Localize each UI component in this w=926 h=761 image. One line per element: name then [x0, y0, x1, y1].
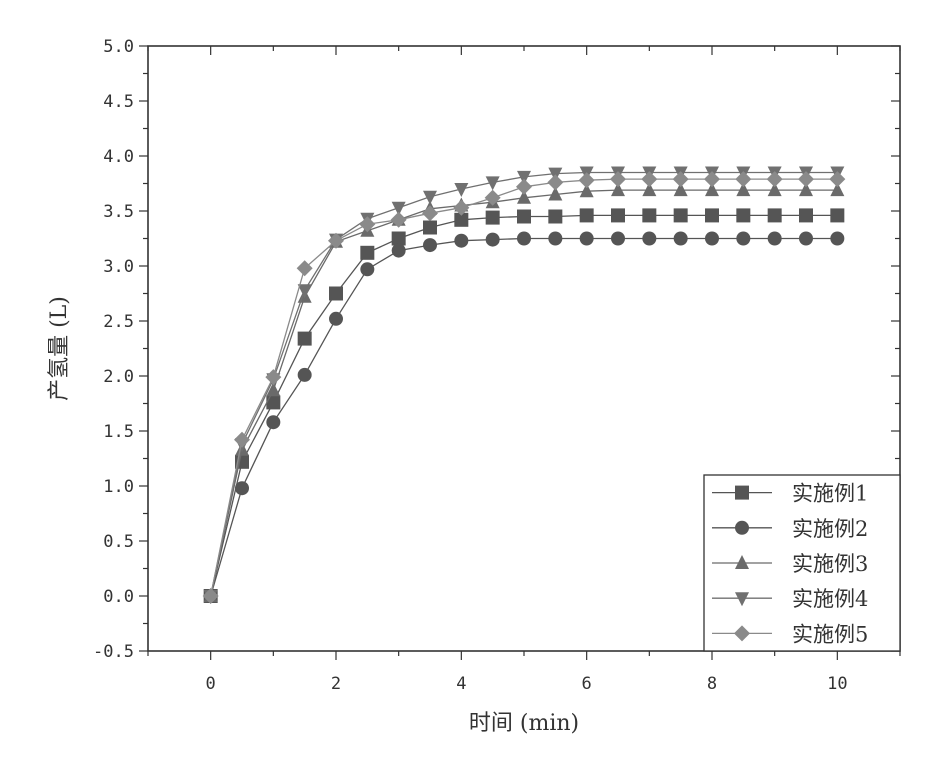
data-point — [517, 232, 531, 246]
data-point — [736, 232, 750, 246]
legend-marker — [735, 486, 749, 500]
data-point — [611, 208, 625, 222]
data-point — [298, 332, 312, 346]
data-point — [580, 232, 594, 246]
data-point — [674, 208, 688, 222]
y-tick-label: 2.5 — [103, 312, 134, 332]
data-point — [579, 172, 595, 188]
data-point — [360, 262, 374, 276]
data-point — [548, 210, 562, 224]
data-point — [798, 171, 814, 187]
x-tick-label: 6 — [582, 674, 592, 694]
data-point — [641, 171, 657, 187]
data-point — [234, 432, 250, 448]
data-point — [392, 232, 406, 246]
y-tick-label: 1.5 — [103, 422, 134, 442]
data-point — [517, 210, 531, 224]
x-tick-label: 0 — [206, 674, 216, 694]
data-point — [392, 244, 406, 258]
data-point — [735, 171, 751, 187]
data-point — [768, 208, 782, 222]
legend: 实施例1 实施例2 实施例3 实施例4 实施例5 — [704, 475, 900, 651]
data-point — [768, 232, 782, 246]
legend-label: 实施例5 — [792, 622, 868, 646]
data-point — [767, 171, 783, 187]
data-point — [486, 233, 500, 247]
legend-label: 实施例1 — [792, 482, 868, 506]
legend-label: 实施例4 — [792, 587, 868, 611]
data-point — [423, 221, 437, 235]
data-point — [705, 232, 719, 246]
data-point — [799, 208, 813, 222]
data-point — [547, 174, 563, 190]
data-point — [830, 208, 844, 222]
y-tick-label: 3.5 — [103, 202, 134, 222]
y-tick-label: 4.0 — [103, 147, 134, 167]
y-tick-label: 3.0 — [103, 257, 134, 277]
y-tick-label: 2.0 — [103, 367, 134, 387]
data-point — [266, 415, 280, 429]
x-tick-label: 8 — [707, 674, 717, 694]
data-point — [799, 232, 813, 246]
data-point — [454, 234, 468, 248]
data-point — [674, 232, 688, 246]
data-point — [673, 171, 689, 187]
data-point — [329, 312, 343, 326]
data-point — [736, 208, 750, 222]
y-axis-title: 产氢量 (L) — [47, 296, 72, 401]
data-point — [704, 171, 720, 187]
data-point — [359, 216, 375, 232]
data-point — [642, 232, 656, 246]
x-tick-label: 2 — [331, 674, 341, 694]
y-tick-label: 0.5 — [103, 532, 134, 552]
data-point — [610, 171, 626, 187]
data-point — [423, 191, 437, 205]
x-axis-title: 时间 (min) — [469, 711, 579, 736]
x-tick-label: 4 — [456, 674, 466, 694]
data-point — [611, 232, 625, 246]
data-point — [705, 208, 719, 222]
data-point — [829, 171, 845, 187]
data-point — [423, 238, 437, 252]
y-tick-label: 5.0 — [103, 37, 134, 57]
data-point — [642, 208, 656, 222]
legend-marker — [735, 521, 749, 535]
data-point — [486, 211, 500, 225]
x-tick-label: 10 — [827, 674, 847, 694]
data-point — [329, 287, 343, 301]
data-point — [830, 232, 844, 246]
y-tick-label: 1.0 — [103, 477, 134, 497]
data-point — [360, 246, 374, 260]
y-tick-label: 0.0 — [103, 587, 134, 607]
data-point — [266, 395, 280, 409]
data-point — [235, 481, 249, 495]
data-point — [548, 232, 562, 246]
legend-label: 实施例3 — [792, 552, 868, 576]
y-tick-label: 4.5 — [103, 92, 134, 112]
data-point — [298, 368, 312, 382]
data-point — [580, 208, 594, 222]
data-point — [265, 369, 281, 385]
data-point — [516, 179, 532, 195]
legend-label: 实施例2 — [792, 517, 868, 541]
y-tick-label: -0.5 — [93, 642, 134, 662]
